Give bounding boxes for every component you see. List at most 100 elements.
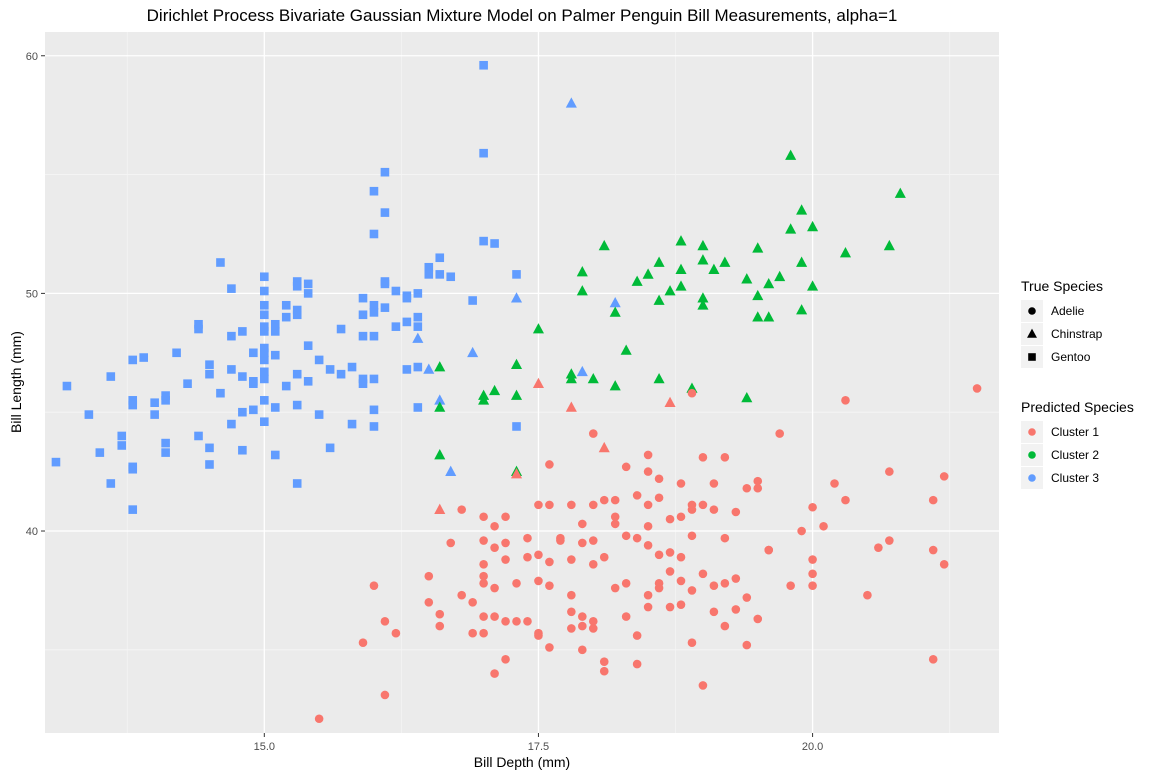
adelie-cluster-1-point xyxy=(490,543,499,552)
gentoo-cluster-3-point xyxy=(139,353,148,362)
adelie-cluster-1-point xyxy=(928,655,938,664)
plot-panel xyxy=(45,32,999,733)
gentoo-cluster-3-point xyxy=(117,431,127,441)
adelie-cluster-1-point xyxy=(435,609,445,619)
gentoo-cluster-3-point xyxy=(161,448,170,457)
chinstrap-cluster-2-point xyxy=(763,311,775,322)
adelie-cluster-1-point xyxy=(742,640,752,650)
gentoo-cluster-3-point xyxy=(227,365,236,374)
gentoo-cluster-3-point xyxy=(161,396,170,405)
gentoo-cluster-3-point xyxy=(205,460,214,469)
adelie-cluster-1-point xyxy=(709,607,719,617)
adelie-cluster-1-point xyxy=(720,578,730,588)
gentoo-cluster-3-point xyxy=(270,403,280,412)
color-legend-title: Predicted Species xyxy=(1021,399,1134,415)
adelie-cluster-1-point xyxy=(468,598,477,607)
adelie-cluster-1-point xyxy=(753,476,763,486)
adelie-cluster-1-point xyxy=(523,552,532,562)
adelie-cluster-1-point xyxy=(808,581,817,590)
gentoo-cluster-3-point xyxy=(325,443,335,453)
gentoo-cluster-3-point xyxy=(292,277,302,286)
adelie-cluster-1-point xyxy=(479,628,488,638)
gentoo-cluster-3-point xyxy=(424,270,434,279)
gentoo-cluster-3-point xyxy=(468,296,477,305)
adelie-cluster-1-point xyxy=(841,495,850,505)
chinstrap-cluster-3-point xyxy=(609,296,621,308)
chinstrap-cluster-2-point xyxy=(532,323,544,334)
y-axis-title: Bill Length (mm) xyxy=(8,331,24,433)
adelie-cluster-1-point xyxy=(490,669,499,678)
adelie-cluster-1-point xyxy=(720,453,730,462)
adelie-cluster-1-point xyxy=(534,500,543,510)
chinstrap-cluster-2-point xyxy=(434,401,446,412)
adelie-cluster-1-point xyxy=(567,607,576,617)
adelie-cluster-1-point xyxy=(424,571,434,581)
chinstrap-cluster-2-point xyxy=(763,277,775,289)
gentoo-cluster-3-point xyxy=(194,324,203,334)
gentoo-cluster-3-point xyxy=(358,331,368,341)
chinstrap-cluster-2-point xyxy=(609,380,621,391)
chinstrap-cluster-2-point xyxy=(653,372,665,384)
gentoo-cluster-3-point xyxy=(249,405,258,415)
adelie-cluster-1-point xyxy=(479,559,488,569)
gentoo-cluster-3-point xyxy=(358,374,368,384)
adelie-cluster-1-point xyxy=(621,462,631,472)
gentoo-cluster-3-point xyxy=(117,441,127,450)
chinstrap-cluster-2-point xyxy=(752,242,764,253)
adelie-cluster-1-point xyxy=(742,593,752,602)
chinstrap-cluster-2-point xyxy=(741,392,753,403)
chinstrap-cluster-1-point xyxy=(532,377,544,389)
gentoo-cluster-3-point xyxy=(479,60,488,70)
gentoo-cluster-3-point xyxy=(336,324,346,334)
chinstrap-cluster-2-point xyxy=(434,449,446,460)
gentoo-cluster-3-point xyxy=(128,396,138,405)
gentoo-cluster-3-point xyxy=(512,270,521,279)
adelie-cluster-1-point xyxy=(643,590,653,600)
chinstrap-cluster-2-point xyxy=(653,294,665,305)
adelie-cluster-1-point xyxy=(479,578,488,588)
chinstrap-cluster-2-point xyxy=(894,187,906,198)
chinstrap-cluster-2-point xyxy=(697,254,709,265)
adelie-cluster-1-point xyxy=(599,657,609,667)
chinstrap-cluster-2-point xyxy=(697,239,709,251)
gentoo-cluster-3-point xyxy=(358,379,368,388)
adelie-cluster-1-point xyxy=(841,396,850,405)
adelie-cluster-1-point xyxy=(479,512,488,522)
chinstrap-cluster-3-point xyxy=(445,465,457,476)
adelie-cluster-1-point xyxy=(578,612,587,621)
adelie-cluster-1-point xyxy=(501,555,510,564)
adelie-cluster-1-point xyxy=(446,538,456,548)
adelie-cluster-1-point xyxy=(874,543,883,552)
adelie-cluster-1-point xyxy=(808,569,817,579)
chinstrap-cluster-3-point xyxy=(423,363,435,374)
adelie-cluster-1-point xyxy=(578,519,587,529)
adelie-cluster-1-point xyxy=(643,540,653,550)
adelie-cluster-1-point xyxy=(588,624,598,633)
gentoo-cluster-3-point xyxy=(380,167,390,177)
adelie-cluster-1-point xyxy=(654,474,664,484)
gentoo-cluster-3-point xyxy=(260,272,269,282)
adelie-cluster-1-point xyxy=(610,519,620,529)
gentoo-cluster-3-point xyxy=(369,229,379,239)
adelie-cluster-1-point xyxy=(643,467,653,476)
gentoo-cluster-3-point xyxy=(369,186,379,196)
adelie-cluster-1-point xyxy=(632,533,642,543)
adelie-cluster-1-point xyxy=(687,638,697,648)
gentoo-cluster-3-point xyxy=(292,479,302,488)
gentoo-cluster-3-point xyxy=(292,310,302,320)
legend-color-dot-icon xyxy=(1028,428,1036,436)
gentoo-cluster-3-point xyxy=(270,450,280,460)
legend-label-gentoo: Gentoo xyxy=(1051,350,1091,364)
chinstrap-cluster-3-point xyxy=(576,365,588,377)
gentoo-cluster-3-point xyxy=(391,322,401,331)
gentoo-cluster-3-point xyxy=(62,381,72,391)
adelie-cluster-1-point xyxy=(501,512,510,522)
chinstrap-cluster-2-point xyxy=(752,289,764,301)
gentoo-cluster-3-point xyxy=(227,419,236,429)
adelie-cluster-1-point xyxy=(621,578,631,588)
gentoo-cluster-3-point xyxy=(435,253,445,263)
adelie-cluster-1-point xyxy=(676,552,686,562)
gentoo-cluster-3-point xyxy=(260,355,269,365)
adelie-cluster-1-point xyxy=(479,612,488,621)
adelie-cluster-1-point xyxy=(632,631,642,640)
